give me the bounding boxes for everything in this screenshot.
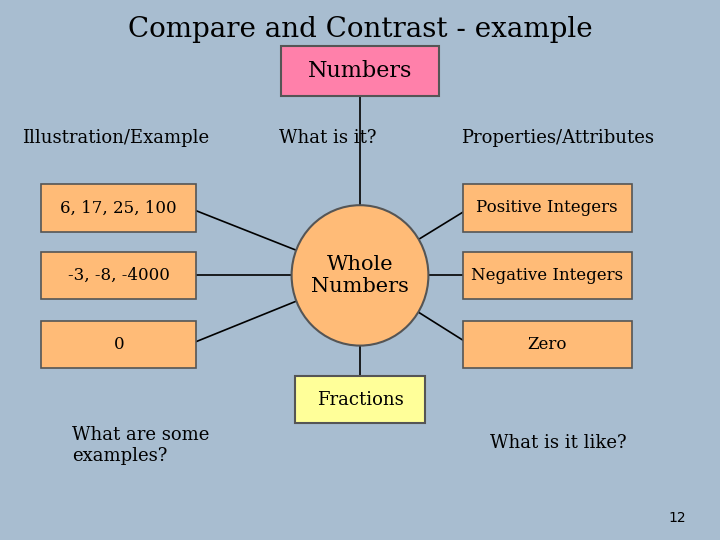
Text: 12: 12 (668, 511, 685, 525)
FancyBboxPatch shape (462, 184, 632, 232)
Text: Whole
Numbers: Whole Numbers (311, 255, 409, 296)
Text: Fractions: Fractions (317, 390, 403, 409)
Text: Zero: Zero (528, 336, 567, 353)
Text: -3, -8, -4000: -3, -8, -4000 (68, 267, 170, 284)
FancyBboxPatch shape (462, 252, 632, 299)
Ellipse shape (292, 205, 428, 346)
Text: Properties/Attributes: Properties/Attributes (462, 129, 654, 147)
FancyBboxPatch shape (42, 184, 196, 232)
FancyBboxPatch shape (462, 321, 632, 368)
Text: Illustration/Example: Illustration/Example (22, 129, 209, 147)
Text: Negative Integers: Negative Integers (471, 267, 624, 284)
Text: Positive Integers: Positive Integers (477, 199, 618, 217)
Text: What are some
examples?: What are some examples? (72, 426, 210, 465)
Text: What is it like?: What is it like? (490, 434, 626, 452)
Text: Compare and Contrast - example: Compare and Contrast - example (127, 16, 593, 43)
FancyBboxPatch shape (295, 376, 425, 423)
Text: 0: 0 (114, 336, 124, 353)
Text: What is it?: What is it? (279, 129, 377, 147)
FancyBboxPatch shape (281, 46, 439, 96)
Text: Numbers: Numbers (308, 60, 412, 82)
FancyBboxPatch shape (42, 252, 196, 299)
Text: 6, 17, 25, 100: 6, 17, 25, 100 (60, 199, 177, 217)
FancyBboxPatch shape (42, 321, 196, 368)
